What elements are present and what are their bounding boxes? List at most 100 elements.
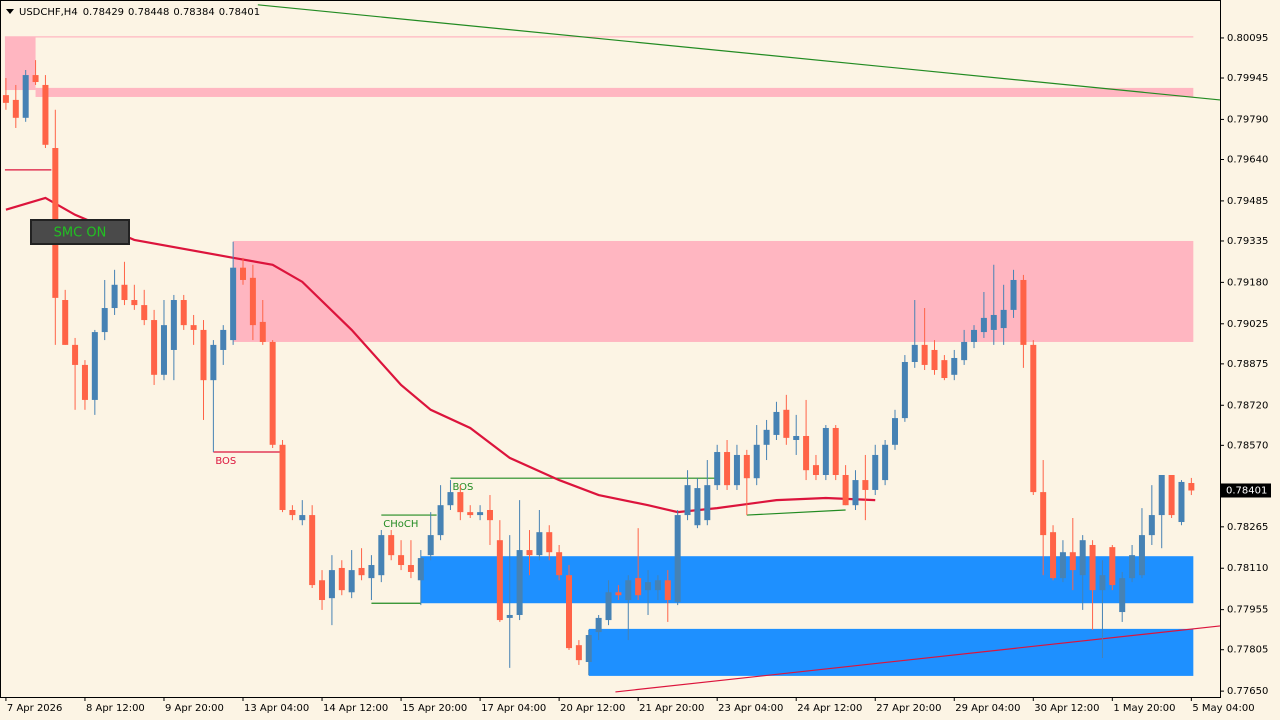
candle-body bbox=[1158, 474, 1165, 516]
candle-body bbox=[81, 364, 88, 400]
candle-body bbox=[1040, 492, 1047, 536]
candle-body bbox=[842, 474, 849, 506]
candle-body bbox=[901, 361, 908, 419]
candle-body bbox=[101, 308, 108, 333]
candle-body bbox=[220, 329, 227, 350]
candle-body bbox=[131, 300, 138, 306]
candle-body bbox=[921, 344, 928, 365]
candle-body bbox=[2, 95, 9, 103]
y-tick-label: 0.77805 bbox=[1227, 645, 1268, 656]
candle-body bbox=[378, 535, 385, 576]
candle-body bbox=[941, 360, 948, 379]
candle-body bbox=[1020, 279, 1027, 345]
moving-average bbox=[5, 196, 876, 514]
candle-body bbox=[704, 485, 711, 521]
structure-line bbox=[257, 4, 1221, 101]
candle-body bbox=[388, 535, 395, 556]
candle-body bbox=[180, 300, 187, 326]
candle-body bbox=[259, 321, 266, 342]
candle-body bbox=[486, 509, 493, 521]
candle-body bbox=[980, 317, 987, 333]
candle-body bbox=[615, 592, 622, 596]
candle-body bbox=[931, 349, 938, 371]
candle-body bbox=[230, 267, 237, 341]
candle-body bbox=[368, 565, 375, 579]
candle-body bbox=[190, 325, 197, 330]
y-tick-label: 0.77650 bbox=[1227, 686, 1268, 697]
candle-body bbox=[852, 480, 859, 506]
x-tick-label: 15 Apr 20:00 bbox=[402, 703, 467, 714]
low-value: 0.78384 bbox=[173, 7, 214, 18]
candle-body bbox=[645, 582, 652, 591]
candle-body bbox=[1178, 481, 1185, 523]
zone bbox=[233, 240, 1194, 342]
candle-body bbox=[1109, 547, 1116, 586]
candle-body bbox=[546, 532, 553, 553]
candle-body bbox=[269, 341, 276, 445]
candle-body bbox=[447, 492, 454, 506]
candle-body bbox=[91, 332, 98, 400]
x-tick-label: 24 Apr 12:00 bbox=[797, 703, 862, 714]
candle-body bbox=[141, 305, 148, 321]
candle-body bbox=[467, 512, 474, 516]
x-tick-label: 20 Apr 12:00 bbox=[560, 703, 625, 714]
x-tick-label: 1 May 20:00 bbox=[1113, 703, 1175, 714]
y-tick-label: 0.79180 bbox=[1227, 277, 1268, 288]
candle-body bbox=[1079, 540, 1086, 576]
candle-body bbox=[1050, 532, 1057, 579]
candle-body bbox=[319, 580, 326, 601]
candle-body bbox=[773, 411, 780, 435]
candle-body bbox=[417, 558, 424, 581]
candle-body bbox=[891, 418, 898, 445]
y-tick-label: 0.79640 bbox=[1227, 154, 1268, 165]
candle-body bbox=[200, 329, 207, 381]
button-label[interactable]: SMC ON bbox=[54, 226, 107, 241]
menu-triangle[interactable] bbox=[6, 9, 14, 14]
x-tick-label: 27 Apr 20:00 bbox=[876, 703, 941, 714]
y-tick-label: 0.79025 bbox=[1227, 319, 1268, 330]
candle-body bbox=[121, 284, 128, 301]
candle-body bbox=[526, 550, 533, 556]
candle-body bbox=[882, 444, 889, 481]
candle-body bbox=[358, 567, 365, 576]
candle-body bbox=[1148, 515, 1155, 536]
candle-body bbox=[32, 75, 39, 83]
close-value: 0.78401 bbox=[219, 7, 260, 18]
candle-body bbox=[1030, 344, 1037, 493]
candle-body bbox=[12, 99, 19, 118]
header: USDCHF,H4 0.78429 0.78448 0.78384 0.78401 bbox=[19, 7, 260, 18]
zone bbox=[4, 36, 36, 91]
button-box[interactable] bbox=[30, 219, 130, 245]
structure-line bbox=[615, 625, 1221, 693]
x-tick-label: 14 Apr 12:00 bbox=[323, 703, 388, 714]
x-tick-label: 17 Apr 04:00 bbox=[481, 703, 546, 714]
x-tick-label: 5 May 04:00 bbox=[1192, 703, 1254, 714]
candle-body bbox=[210, 344, 217, 381]
candle-body bbox=[556, 552, 563, 576]
open-value: 0.78429 bbox=[83, 7, 124, 18]
zone bbox=[35, 87, 1194, 97]
candle-body bbox=[971, 329, 978, 342]
candle-body bbox=[62, 300, 69, 345]
x-tick-label: 9 Apr 20:00 bbox=[165, 703, 224, 714]
structure-label: BOS bbox=[452, 482, 473, 493]
candle-body bbox=[783, 409, 790, 438]
smc-button[interactable]: SMC ON bbox=[30, 219, 130, 245]
candle-body bbox=[694, 488, 701, 526]
candle-body bbox=[911, 344, 918, 362]
candle-body bbox=[674, 515, 681, 602]
candle-body bbox=[753, 444, 760, 479]
structure-label: BOS bbox=[215, 456, 236, 467]
structure-label: CHoCH bbox=[383, 519, 418, 530]
candle-body bbox=[240, 267, 247, 280]
candle-body bbox=[714, 452, 721, 486]
price-tag bbox=[1221, 483, 1271, 498]
y-tick-label: 0.78110 bbox=[1227, 563, 1268, 574]
candle-body bbox=[111, 284, 118, 309]
candle-body bbox=[1168, 474, 1175, 516]
candle-body bbox=[427, 535, 434, 556]
candle-body bbox=[635, 578, 642, 596]
candle-body bbox=[654, 580, 661, 591]
candle-body bbox=[496, 540, 503, 621]
